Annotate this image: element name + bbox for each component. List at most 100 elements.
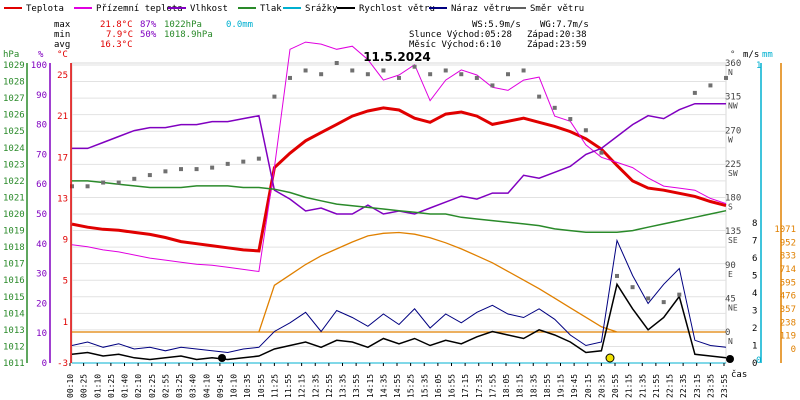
rad-tick-label: 119 [780, 332, 796, 342]
series-lines [71, 41, 727, 364]
x-tick-label: 16:55 [448, 374, 457, 398]
x-tick-label: 19:45 [570, 374, 579, 398]
mm-top-tick: 1 [756, 61, 761, 71]
moon-marker [726, 355, 734, 363]
pct-unit-label: % [38, 50, 44, 60]
dir-letter-label: N [728, 337, 733, 346]
x-tick-label: 18:05 [502, 374, 511, 398]
wind-dir-point [210, 165, 215, 170]
pct-tick-label: 30 [36, 270, 47, 280]
stat-avg-label: avg [54, 40, 70, 50]
wind-dir-point [163, 169, 168, 174]
wind-dir-point [256, 156, 261, 161]
deg-unit-label: ° [730, 50, 735, 60]
stat-rain: 0.0mm [226, 20, 253, 30]
legend-label: Vlhkost [190, 4, 228, 14]
wind-dir-point [85, 184, 90, 189]
x-tick-label: 17:35 [475, 374, 484, 398]
legend-label: Náraz větru [451, 4, 511, 14]
wind-dir-point [179, 167, 183, 172]
temp-tick-label: 25 [57, 71, 68, 81]
legend-label: Teplota [26, 4, 64, 14]
ms-tick-label: 0 [752, 359, 757, 369]
x-tick-label: 21:35 [638, 374, 647, 398]
legend-label: Přízemní teplota [96, 4, 183, 14]
x-tick-label: 14:55 [393, 374, 402, 398]
x-tick-label: 17:55 [488, 374, 497, 398]
x-tick-label: 04:10 [202, 374, 211, 398]
hpa-tick-label: 1013 [3, 326, 25, 336]
pct-tick-label: 80 [36, 121, 47, 131]
dir-tick-label: 360 [725, 59, 741, 69]
wind-dir-point [552, 105, 557, 110]
mm-unit-label: mm [762, 50, 773, 60]
dir-letter-label: N [728, 68, 733, 77]
wind-dir-point [692, 90, 697, 95]
wind-dir-point [319, 72, 324, 77]
wind-dir-point [428, 72, 433, 77]
hpa-tick-label: 1023 [3, 160, 25, 170]
x-tick-label: 20:15 [584, 374, 593, 398]
stat-min-press: 1018.9hPa [164, 30, 213, 40]
temp-tick-label: 9 [63, 236, 68, 246]
hpa-tick-label: 1024 [3, 144, 25, 154]
hpa-tick-label: 1021 [3, 193, 25, 203]
series-line-tlak [72, 180, 727, 233]
x-tick-label: 02:25 [148, 374, 157, 398]
hpa-tick-label: 1014 [3, 309, 25, 319]
series-line-rychlost-větru [71, 282, 727, 361]
x-tick-label: 23:15 [693, 374, 702, 398]
legend: Teplota Přízemní teplota Vlhkost Tlak Srážky… [4, 4, 584, 14]
x-tick-label: 00:25 [80, 374, 89, 398]
wind-dir-point [443, 68, 448, 73]
wind-dir-point [724, 75, 728, 80]
dir-tick-label: 90 [725, 261, 736, 271]
x-tick-label: 03:40 [189, 374, 198, 398]
x-tick-label: 12:35 [311, 374, 320, 398]
wind-dir-point [459, 72, 464, 77]
dir-tick-label: 270 [725, 126, 741, 136]
stat-ws: WS:5.9m/s [472, 20, 521, 30]
wind-dir-point [490, 83, 495, 88]
dir-letter-label: SW [728, 169, 738, 178]
hpa-unit-label: hPa [3, 50, 19, 60]
hpa-tick-label: 1020 [3, 210, 25, 220]
ms-tick-label: 7 [752, 237, 757, 247]
hpa-tick-label: 1019 [3, 227, 25, 237]
wind-dir-point [474, 75, 479, 80]
wind-dir-point [630, 285, 635, 290]
x-tick-label: 11:55 [284, 374, 293, 398]
x-tick-label: 01:10 [93, 374, 102, 398]
stat-wg: WG:7.7m/s [540, 20, 589, 30]
plot-frame [71, 62, 727, 364]
hpa-tick-label: 1011 [3, 359, 25, 369]
x-tick-label: 12:55 [325, 374, 334, 398]
x-tick-label: 02:55 [161, 374, 170, 398]
ms-tick-label: 6 [752, 254, 757, 264]
ms-tick-label: 2 [752, 324, 757, 334]
rad-tick-label: 714 [780, 265, 796, 275]
temp-tick-label: 13 [57, 194, 68, 204]
x-tick-label: 22:15 [666, 374, 675, 398]
x-tick-label: 00:10 [66, 374, 75, 398]
solar-radiation-area [72, 231, 726, 333]
wind-dir-point [661, 300, 666, 305]
series-line-náraz-větru [71, 238, 727, 354]
pct-tick-label: 0 [42, 359, 47, 369]
legend-label: Srážky [305, 4, 338, 14]
pct-tick-label: 20 [36, 299, 47, 309]
hpa-tick-label: 1022 [3, 177, 25, 187]
stat-sun-set: Západ:20:38 [527, 30, 587, 40]
rad-tick-label: 952 [780, 238, 796, 248]
x-tick-label: 09:45 [216, 374, 225, 398]
x-tick-label: 13:55 [352, 374, 361, 398]
pct-tick-label: 40 [36, 240, 47, 250]
stats: max 21.8°C 87% 1022hPa 0.0mm min 7.9°C 50% 1018.… [54, 20, 589, 50]
stat-moon-set: Západ:23:59 [527, 40, 587, 50]
hpa-tick-label: 1027 [3, 94, 25, 104]
hpa-tick-label: 1012 [3, 342, 25, 352]
wind-dir-point [288, 75, 292, 80]
hpa-tick-label: 1015 [3, 293, 25, 303]
temp-tick-label: 1 [63, 318, 68, 328]
